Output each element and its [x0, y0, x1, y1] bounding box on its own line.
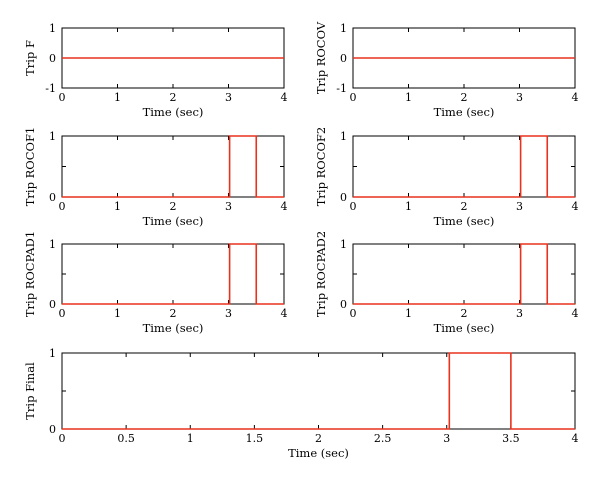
- y-tick-label: 0: [340, 191, 347, 204]
- x-axis-label: Time (sec): [143, 321, 204, 335]
- y-tick-label: 0: [49, 423, 56, 436]
- trip-signal-line: [62, 243, 284, 305]
- axes-frame: [61, 352, 576, 430]
- subplot-4: 0 1 2 3 4 0 1 Time (sec) Trip ROCOF2: [314, 127, 579, 228]
- x-tick-label: 2: [170, 200, 177, 213]
- y-tick-label: 1: [49, 347, 56, 360]
- y-tick-label: 0: [49, 191, 56, 204]
- y-axis-label: Trip ROCOF2: [314, 127, 328, 206]
- axes-frame: [61, 243, 285, 305]
- x-tick-label: 4: [572, 307, 579, 320]
- y-tick-label: -1: [336, 82, 347, 95]
- x-tick-label: 1: [187, 432, 194, 445]
- x-tick-label: 0: [59, 200, 66, 213]
- x-tick-label: 1: [405, 307, 412, 320]
- x-tick-label: 0.5: [117, 432, 135, 445]
- y-tick-label: 1: [49, 22, 56, 35]
- x-tick-label: 0: [59, 91, 66, 104]
- y-tick-label: -1: [45, 82, 56, 95]
- axes-frame: [352, 243, 576, 305]
- x-tick-label: 2: [315, 432, 322, 445]
- x-tick-label: 4: [572, 200, 579, 213]
- x-tick-label: 1: [114, 307, 121, 320]
- x-tick-label: 1: [405, 200, 412, 213]
- x-axis-label: Time (sec): [434, 105, 495, 119]
- y-axis-label: Trip Final: [23, 362, 37, 420]
- x-axis-label: Time (sec): [434, 214, 495, 228]
- x-tick-label: 0: [350, 307, 357, 320]
- x-tick-label: 3: [225, 307, 232, 320]
- x-tick-label: 2: [170, 91, 177, 104]
- y-tick-label: 1: [340, 22, 347, 35]
- y-axis-label: Trip ROCOV: [314, 21, 328, 94]
- subplot-7: 0 0.5 1 1.5 2 2.5 3 3.5 4 0 1 Time (sec) Trip Final: [23, 347, 579, 460]
- x-tick-label: 4: [281, 307, 288, 320]
- x-axis-label: Time (sec): [434, 321, 495, 335]
- x-tick-label: 0: [350, 91, 357, 104]
- subplot-5: 0 1 2 3 4 0 1 Time (sec) Trip ROCPAD1: [23, 231, 288, 335]
- y-axis-label: Trip ROCPAD2: [314, 231, 328, 317]
- subplot-3: 0 1 2 3 4 0 1 Time (sec) Trip ROCOF1: [23, 127, 288, 228]
- x-axis-label: Time (sec): [288, 446, 349, 460]
- axes-frame: [61, 135, 285, 198]
- y-tick-label: 0: [49, 52, 56, 65]
- y-tick-label: 1: [340, 238, 347, 251]
- y-tick-label: 0: [340, 52, 347, 65]
- trip-signal-line: [62, 352, 575, 430]
- x-tick-label: 3: [225, 91, 232, 104]
- x-tick-label: 1: [405, 91, 412, 104]
- x-tick-label: 3: [516, 307, 523, 320]
- x-tick-label: 1.5: [246, 432, 264, 445]
- y-tick-label: 1: [49, 130, 56, 143]
- y-tick-label: 1: [340, 130, 347, 143]
- x-axis-label: Time (sec): [143, 214, 204, 228]
- x-tick-label: 2: [461, 91, 468, 104]
- y-tick-label: 1: [49, 238, 56, 251]
- x-tick-label: 4: [281, 91, 288, 104]
- trip-signal-line: [353, 135, 575, 198]
- x-tick-label: 2.5: [374, 432, 392, 445]
- x-tick-label: 0: [59, 432, 66, 445]
- y-axis-label: Trip F: [23, 40, 37, 76]
- x-tick-label: 2: [461, 307, 468, 320]
- x-tick-label: 2: [461, 200, 468, 213]
- subplot-6: 0 1 2 3 4 0 1 Time (sec) Trip ROCPAD2: [314, 231, 579, 335]
- x-tick-label: 4: [281, 200, 288, 213]
- x-tick-label: 3: [516, 200, 523, 213]
- x-tick-label: 1: [114, 200, 121, 213]
- x-tick-label: 4: [572, 432, 579, 445]
- x-tick-label: 3: [516, 91, 523, 104]
- x-tick-label: 0: [350, 200, 357, 213]
- x-tick-label: 3.5: [502, 432, 520, 445]
- x-tick-label: 1: [114, 91, 121, 104]
- y-tick-label: 0: [49, 298, 56, 311]
- y-axis-label: Trip ROCOF1: [23, 127, 37, 206]
- x-tick-label: 0: [59, 307, 66, 320]
- x-tick-label: 3: [225, 200, 232, 213]
- axes-frame: [352, 135, 576, 198]
- x-tick-label: 3: [443, 432, 450, 445]
- trip-signal-line: [353, 243, 575, 305]
- x-tick-label: 2: [170, 307, 177, 320]
- x-tick-label: 4: [572, 91, 579, 104]
- y-tick-label: 0: [340, 298, 347, 311]
- x-axis-label: Time (sec): [143, 105, 204, 119]
- y-axis-label: Trip ROCPAD1: [23, 231, 37, 317]
- trip-signal-line: [62, 135, 284, 198]
